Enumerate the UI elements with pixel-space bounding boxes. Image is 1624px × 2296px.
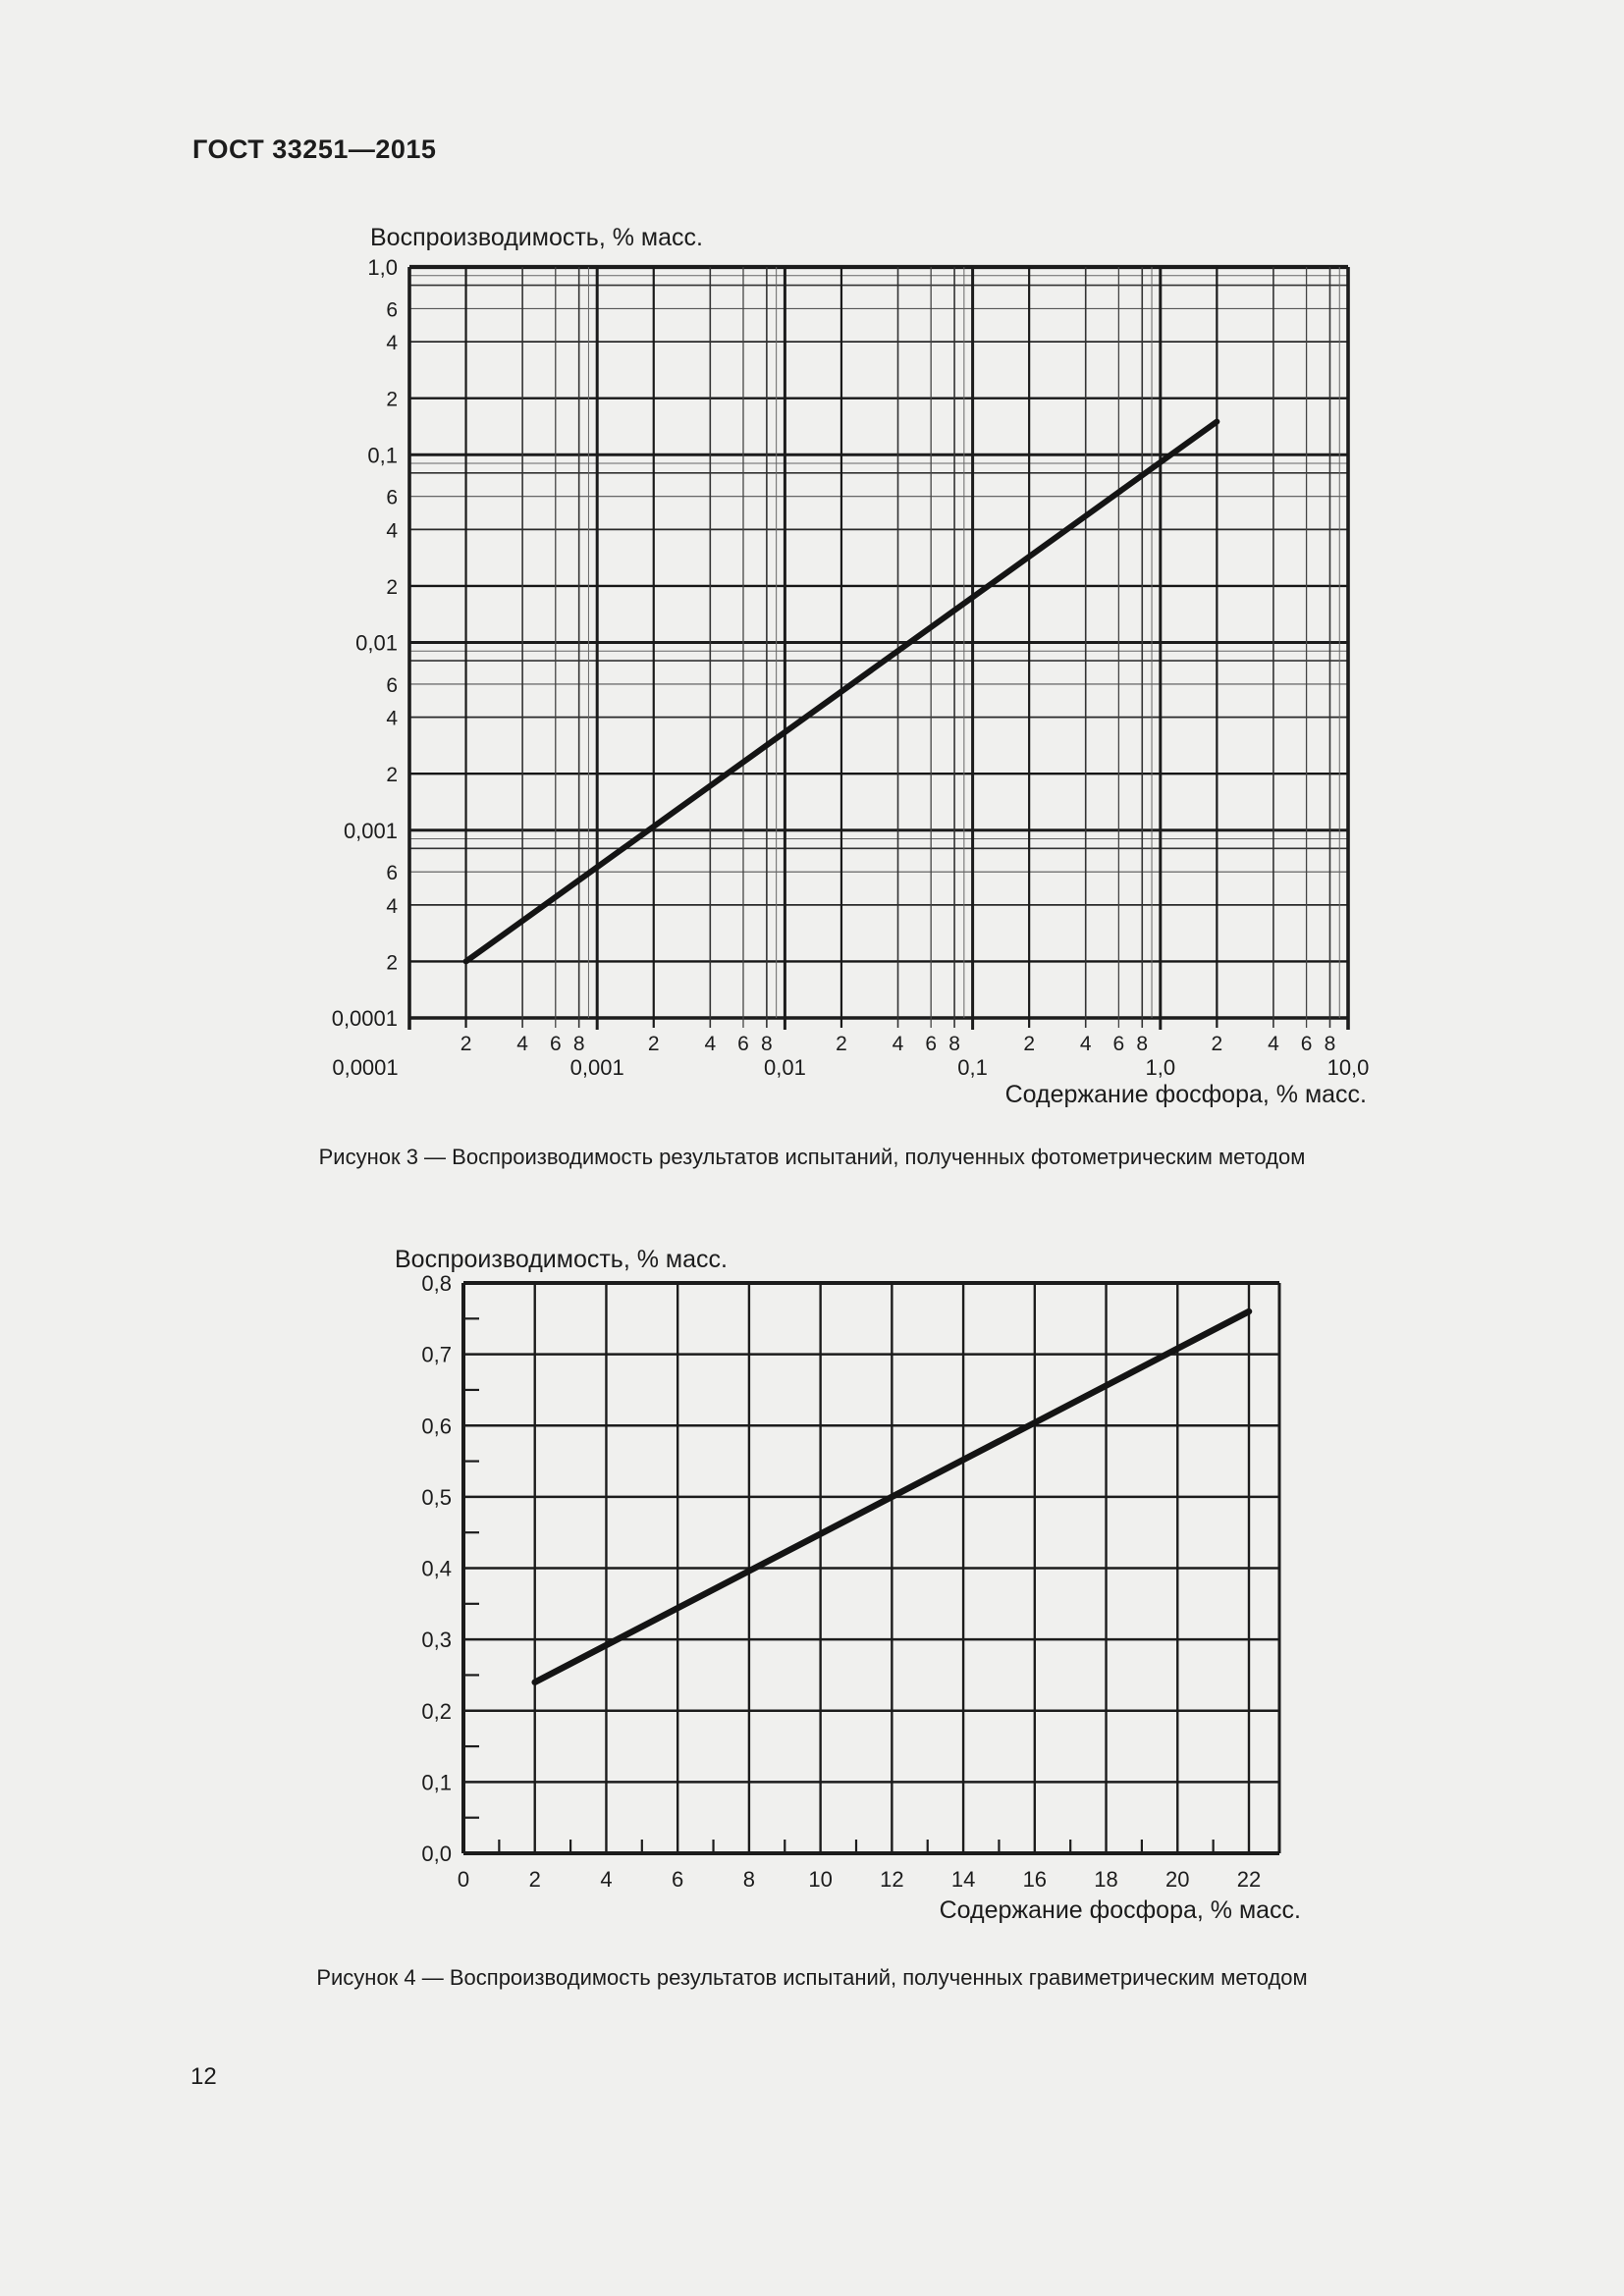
- x-axis-minor-tick-label: 8: [1325, 1033, 1336, 1055]
- x-axis-minor-tick-label: 8: [761, 1033, 773, 1055]
- y-axis-minor-tick-label: 4: [386, 708, 398, 730]
- y-axis-minor-tick-label: 2: [386, 389, 398, 411]
- x-axis-minor-tick-label: 4: [704, 1033, 716, 1055]
- x-axis-tick-label: 6: [672, 1867, 683, 1892]
- x-axis-tick-label: 10: [808, 1867, 832, 1892]
- x-axis-minor-tick-label: 8: [573, 1033, 585, 1055]
- x-axis-tick-label: 4: [600, 1867, 612, 1892]
- x-axis-minor-tick-label: 2: [460, 1033, 472, 1055]
- x-axis-minor-tick-label: 6: [1113, 1033, 1125, 1055]
- y-axis-tick-label: 0,4: [421, 1557, 452, 1581]
- x-axis-minor-tick-label: 6: [1301, 1033, 1313, 1055]
- x-axis-tick-label: 0,0001: [332, 1055, 398, 1080]
- figure3-x-axis-title: Содержание фосфора, % масс.: [1004, 1081, 1367, 1108]
- figure4-caption: Рисунок 4 — Воспроизводимость результато…: [316, 1965, 1308, 1990]
- figure3-data-line: [462, 418, 1220, 965]
- figure3-chart: 1,06420,16420,016420,0016420,00010,00012…: [332, 255, 1370, 1080]
- x-axis-tick-label: 0,1: [957, 1055, 988, 1080]
- y-axis-tick-label: 0,1: [421, 1770, 452, 1794]
- x-axis-tick-label: 16: [1023, 1867, 1047, 1892]
- x-axis-tick-label: 18: [1094, 1867, 1117, 1892]
- x-axis-tick-label: 8: [743, 1867, 755, 1892]
- x-axis-tick-label: 1,0: [1146, 1055, 1176, 1080]
- x-axis-tick-label: 2: [529, 1867, 541, 1892]
- y-axis-tick-label: 0,8: [421, 1271, 452, 1296]
- page-number: 12: [190, 2063, 217, 2090]
- y-axis-tick-label: 0,01: [355, 631, 398, 656]
- y-axis-minor-tick-label: 4: [386, 519, 398, 542]
- x-axis-minor-tick-label: 8: [1136, 1033, 1148, 1055]
- y-axis-tick-label: 0,0001: [332, 1006, 398, 1031]
- y-axis-tick-label: 0,001: [344, 819, 398, 843]
- x-axis-minor-tick-label: 2: [1212, 1033, 1223, 1055]
- y-axis-minor-tick-label: 4: [386, 895, 398, 918]
- figure4-data-line: [531, 1308, 1253, 1685]
- x-axis-tick-label: 0: [458, 1867, 469, 1892]
- y-axis-tick-label: 0,6: [421, 1414, 452, 1438]
- figure3-y-axis-title: Воспроизводимость, % масс.: [370, 224, 703, 251]
- y-axis-tick-label: 0,0: [421, 1842, 452, 1866]
- x-axis-tick-label: 14: [951, 1867, 975, 1892]
- x-axis-tick-label: 0,001: [570, 1055, 624, 1080]
- x-axis-minor-tick-label: 6: [925, 1033, 937, 1055]
- x-axis-minor-tick-label: 6: [550, 1033, 562, 1055]
- y-axis-minor-tick-label: 4: [386, 332, 398, 354]
- x-axis-minor-tick-label: 4: [1268, 1033, 1279, 1055]
- y-axis-tick-label: 0,2: [421, 1699, 452, 1724]
- x-axis-minor-tick-label: 6: [737, 1033, 749, 1055]
- x-axis-minor-tick-label: 4: [1080, 1033, 1092, 1055]
- y-axis-minor-tick-label: 6: [386, 862, 398, 884]
- y-axis-minor-tick-label: 2: [386, 576, 398, 599]
- y-axis-tick-label: 1,0: [367, 255, 398, 280]
- document-header: ГОСТ 33251—2015: [192, 134, 437, 164]
- y-axis-tick-label: 0,1: [367, 443, 398, 467]
- figure4-y-axis-title: Воспроизводимость, % масс.: [395, 1246, 728, 1273]
- y-axis-minor-tick-label: 6: [386, 298, 398, 321]
- y-axis-minor-tick-label: 2: [386, 951, 398, 974]
- x-axis-tick-label: 22: [1237, 1867, 1261, 1892]
- x-axis-minor-tick-label: 8: [948, 1033, 960, 1055]
- x-axis-minor-tick-label: 2: [836, 1033, 847, 1055]
- y-axis-minor-tick-label: 2: [386, 764, 398, 786]
- figure4-x-axis-title: Содержание фосфора, % масс.: [939, 1896, 1301, 1924]
- figure4-chart: 0,8 0,7 0,6 0,5 0,4 0,3 0,2 0,1 0,00 2 4 6 8 10 12 14 16…: [421, 1271, 1281, 1892]
- x-axis-tick-label: 10,0: [1327, 1055, 1370, 1080]
- x-axis-tick-label: 0,01: [764, 1055, 806, 1080]
- x-axis-minor-tick-label: 4: [516, 1033, 528, 1055]
- x-axis-tick-label: 20: [1165, 1867, 1189, 1892]
- x-axis-tick-label: 12: [880, 1867, 903, 1892]
- figure3-caption: Рисунок 3 — Воспроизводимость результато…: [318, 1145, 1306, 1169]
- y-axis-tick-label: 0,5: [421, 1485, 452, 1510]
- x-axis-minor-tick-label: 2: [1023, 1033, 1035, 1055]
- x-axis-minor-tick-label: 2: [648, 1033, 660, 1055]
- y-axis-tick-label: 0,7: [421, 1343, 452, 1367]
- x-axis-minor-tick-label: 4: [893, 1033, 904, 1055]
- y-axis-minor-tick-label: 6: [386, 674, 398, 697]
- y-axis-minor-tick-label: 6: [386, 487, 398, 509]
- y-axis-tick-label: 0,3: [421, 1628, 452, 1652]
